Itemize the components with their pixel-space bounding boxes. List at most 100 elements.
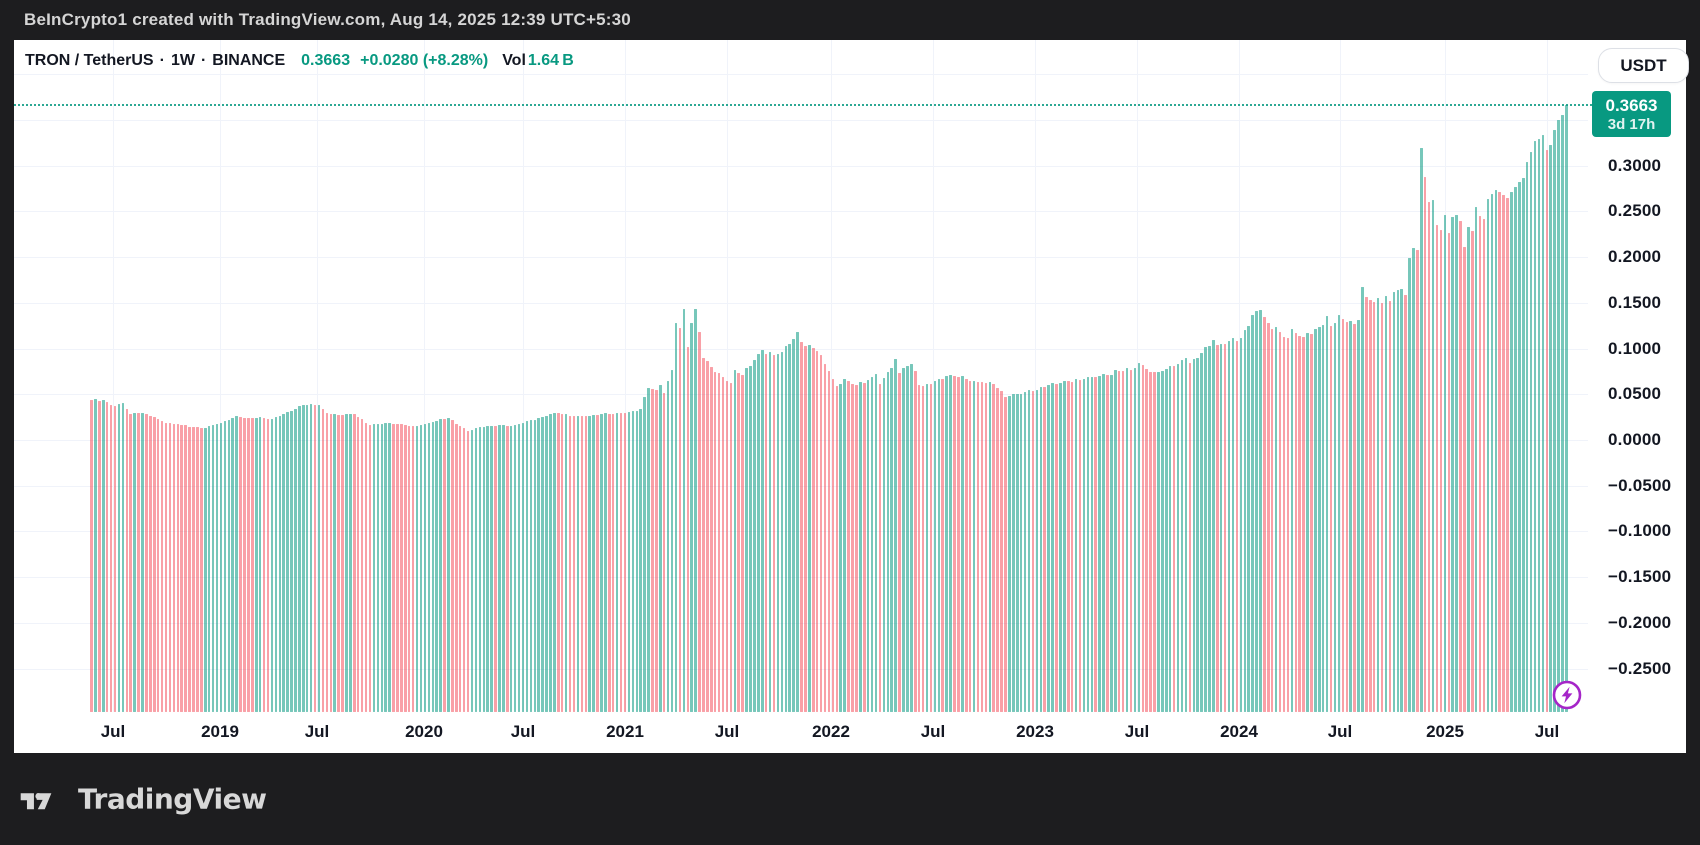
currency-toggle-button[interactable]: USDT	[1598, 48, 1689, 83]
price-bar	[137, 413, 140, 712]
price-bar	[1427, 202, 1431, 712]
price-bar	[1216, 345, 1219, 712]
price-bar	[898, 372, 901, 712]
price-tick-label: −0.2500	[1608, 658, 1672, 678]
price-bar	[1227, 340, 1231, 712]
price-bar	[1478, 215, 1482, 712]
price-bar	[1447, 232, 1450, 712]
price-bar	[1196, 358, 1199, 712]
price-bar	[768, 351, 772, 712]
price-bar	[392, 423, 395, 712]
price-bar	[329, 414, 333, 712]
price-bar	[878, 383, 882, 712]
price-axis[interactable]: 0.3000 0.2500 0.2000 0.1500 0.1000 0.0500 0.00…	[1602, 40, 1686, 753]
chart-panel: TRON / TetherUS · 1W · BINANCE 0.3663 +0…	[14, 40, 1689, 753]
price-bar	[321, 408, 325, 712]
attribution-text: BeInCrypto1 created with TradingView.com…	[24, 10, 631, 29]
price-bar	[1047, 385, 1050, 712]
price-bar	[870, 376, 874, 712]
price-bar	[549, 414, 552, 712]
time-tick-month: Jul	[714, 722, 740, 741]
price-bar	[313, 405, 317, 712]
price-bar	[1235, 341, 1239, 712]
interval-label[interactable]: 1W	[170, 52, 195, 69]
price-bar	[1117, 370, 1121, 712]
price-bar	[1121, 370, 1125, 712]
price-bar	[568, 416, 572, 712]
price-bar	[462, 428, 466, 712]
price-bar	[219, 422, 223, 712]
price-bar	[1067, 380, 1070, 712]
price-bar	[207, 426, 211, 712]
price-bar	[761, 350, 764, 712]
lightning-boost-icon[interactable]	[1552, 680, 1582, 710]
price-bar	[1345, 322, 1348, 712]
price-bar	[145, 413, 148, 712]
price-bar	[1149, 371, 1152, 712]
price-bar	[643, 397, 646, 712]
price-bar	[419, 425, 423, 712]
time-tick-month: Jul	[1534, 722, 1560, 741]
gridline-h	[14, 485, 1588, 487]
price-bar	[255, 418, 258, 712]
price-bar	[929, 384, 933, 712]
price-bar	[1337, 315, 1341, 712]
price-bar	[713, 372, 717, 712]
tradingview-logo[interactable]: TradingView	[20, 783, 267, 816]
price-bar	[466, 431, 470, 712]
price-bar	[611, 414, 615, 712]
price-bar	[1459, 220, 1462, 712]
price-bar	[619, 413, 623, 712]
price-bar	[1208, 346, 1211, 712]
price-bar	[1341, 319, 1345, 712]
price-bar	[776, 354, 780, 712]
price-tick-label: 0.0000	[1608, 430, 1662, 449]
price-bar	[1161, 370, 1164, 712]
price-bar	[1263, 317, 1266, 712]
price-bar	[1255, 310, 1258, 712]
price-bar	[1353, 323, 1356, 712]
price-bar	[588, 415, 591, 712]
price-bar	[1184, 357, 1188, 712]
price-bar	[1290, 329, 1294, 712]
price-bar	[333, 414, 336, 712]
price-bar	[729, 383, 733, 712]
price-bar	[784, 345, 788, 712]
price-bar	[1451, 216, 1454, 712]
price-bar	[262, 418, 266, 712]
price-bar	[490, 425, 493, 712]
gridline-v	[317, 40, 318, 712]
price-bar	[1549, 144, 1552, 712]
price-bar	[1443, 215, 1447, 712]
price-bar	[847, 380, 850, 712]
price-bar	[1420, 147, 1423, 712]
price-bar	[337, 414, 340, 712]
price-bar	[1431, 199, 1435, 712]
price-bar	[764, 354, 768, 712]
price-bar	[682, 309, 686, 712]
gridline-h	[14, 119, 1588, 121]
price-bar	[851, 383, 854, 712]
time-tick-month: Jul	[304, 722, 330, 741]
price-bar	[317, 404, 321, 712]
price-bar	[431, 422, 435, 712]
price-bar	[411, 426, 415, 712]
gridline-h	[14, 211, 1588, 213]
price-bar	[1110, 374, 1113, 712]
price-bar	[1016, 393, 1019, 712]
time-axis[interactable]: Jul 2019 Jul 2020 Jul 2021 Jul 2022 Jul 2023 Jul 20…	[14, 712, 1602, 753]
price-tick-label: −0.0500	[1608, 475, 1672, 495]
price-bar	[788, 343, 791, 712]
time-tick-month: Jul	[920, 722, 946, 741]
price-bar	[662, 393, 666, 712]
gridline-h	[14, 257, 1588, 259]
price-bar	[525, 421, 529, 712]
price-tick-label: 0.2000	[1608, 247, 1662, 267]
chart-plot-area[interactable]	[14, 40, 1602, 753]
price-bar	[1561, 114, 1564, 712]
tradingview-logo-icon	[20, 792, 52, 809]
price-bar	[592, 414, 595, 712]
price-bar	[200, 427, 203, 712]
price-bar	[176, 424, 180, 712]
symbol-name[interactable]: TRON / TetherUS	[25, 52, 154, 69]
